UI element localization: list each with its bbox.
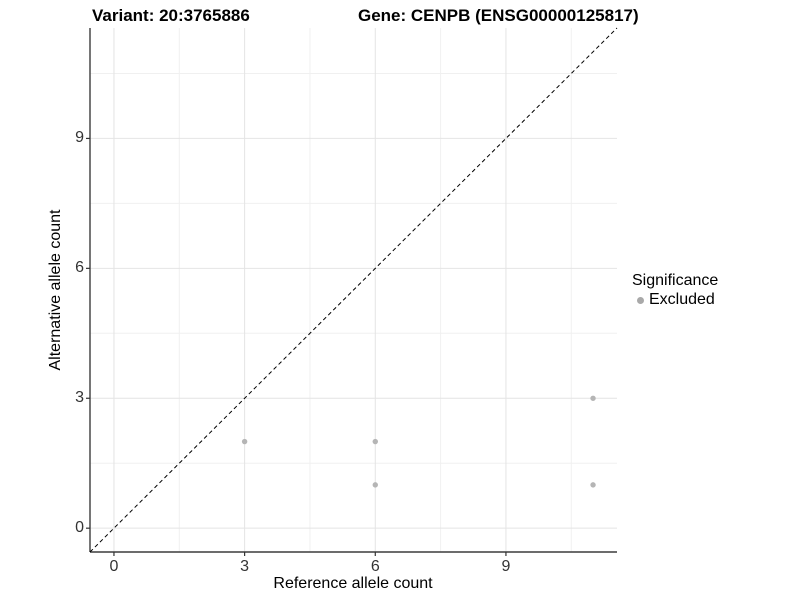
- y-tick-label: 6: [75, 259, 84, 277]
- identity-dashed-line: [89, 27, 618, 553]
- legend: Significance Excluded: [632, 272, 718, 309]
- y-axis-title: Alternative allele count: [47, 209, 64, 371]
- legend-item-label: Excluded: [649, 291, 715, 308]
- y-tick-label: 9: [75, 129, 84, 147]
- plot-title-variant: Variant: 20:3765886: [92, 6, 250, 25]
- x-tick-label: 9: [501, 558, 511, 575]
- data-point: [372, 438, 378, 445]
- x-tick-label: 6: [370, 558, 380, 575]
- x-axis-title: Reference allele count: [273, 575, 433, 592]
- legend-item-excluded: Excluded: [637, 291, 718, 309]
- plot-title-gene: Gene: CENPB (ENSG00000125817): [358, 6, 639, 25]
- data-point: [372, 482, 378, 488]
- legend-key-dot-icon: [637, 296, 644, 304]
- data-point: [241, 438, 248, 445]
- x-tick-label: 0: [109, 558, 119, 575]
- x-tick-label: 3: [240, 558, 250, 575]
- y-tick-label: 0: [75, 519, 84, 537]
- data-point: [590, 482, 596, 488]
- data-point: [590, 395, 596, 401]
- legend-title: Significance: [632, 272, 719, 289]
- y-tick-label: 3: [75, 389, 84, 407]
